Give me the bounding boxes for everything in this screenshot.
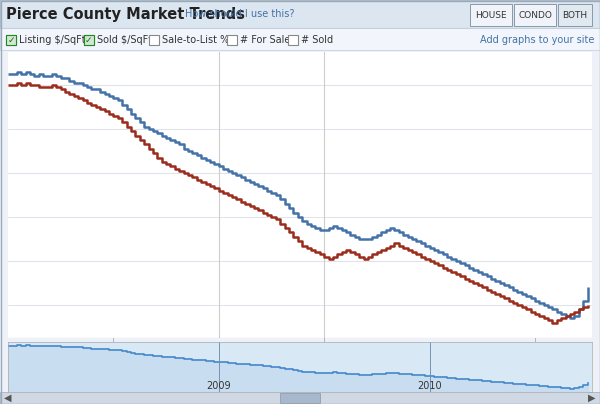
Text: ● Listing $/SqFt 151   ● Sold $/SqFt 126: ● Listing $/SqFt 151 ● Sold $/SqFt 126 — [566, 79, 592, 85]
Bar — [6, 35, 16, 45]
Bar — [0, 0, 600, 28]
Bar — [280, 393, 320, 403]
Text: Pierce County Market Trends: Pierce County Market Trends — [6, 6, 245, 21]
Text: CONDO: CONDO — [518, 11, 552, 19]
Text: 2009: 2009 — [310, 347, 338, 357]
Text: Zoom:: Zoom: — [14, 65, 43, 74]
Bar — [84, 35, 94, 45]
Text: Add graphs to your site: Add graphs to your site — [479, 35, 594, 45]
Text: 2010: 2010 — [417, 381, 442, 391]
Text: Listing $/SqFt: Listing $/SqFt — [19, 35, 86, 45]
Text: 1y: 1y — [102, 65, 113, 74]
Bar — [288, 35, 298, 45]
Text: Sold $/SqFt: Sold $/SqFt — [97, 35, 152, 45]
Text: 6m: 6m — [90, 65, 104, 74]
Text: Sale-to-List %: Sale-to-List % — [162, 35, 229, 45]
Bar — [470, 4, 512, 26]
Text: 2008: 2008 — [99, 347, 128, 357]
Bar — [149, 35, 159, 45]
Text: How should I use this?: How should I use this? — [185, 9, 295, 19]
Text: BOTH: BOTH — [562, 11, 587, 19]
Text: 2009: 2009 — [206, 381, 231, 391]
Text: ▶: ▶ — [588, 393, 596, 403]
Text: # Sold: # Sold — [301, 35, 333, 45]
Text: March 15, 2010: March 15, 2010 — [516, 65, 592, 75]
Text: ✓: ✓ — [85, 36, 92, 44]
Bar — [84, 35, 94, 45]
Text: 3m: 3m — [78, 65, 92, 74]
Bar — [558, 4, 592, 26]
Text: ✓: ✓ — [7, 36, 15, 44]
Text: 1m: 1m — [66, 65, 80, 74]
Bar — [514, 4, 556, 26]
Text: ●  Listing $/SqFt 151: ● Listing $/SqFt 151 — [489, 77, 592, 87]
Text: Max: Max — [114, 65, 133, 74]
Text: ◀: ◀ — [4, 393, 12, 403]
Bar — [227, 35, 237, 45]
Text: ● Sold $/SqFt 126: ● Sold $/SqFt 126 — [503, 77, 592, 87]
Text: 5d: 5d — [54, 65, 65, 74]
Text: ● Listing $/SqFt 151: ● Listing $/SqFt 151 — [410, 77, 511, 87]
Text: 1d: 1d — [42, 65, 53, 74]
Text: HOUSE: HOUSE — [475, 11, 507, 19]
Text: 2010: 2010 — [521, 347, 549, 357]
Text: Listing $/SqFt 151   ●  Sold $/SqFt 126: Listing $/SqFt 151 ● Sold $/SqFt 126 — [429, 75, 592, 89]
Text: # For Sale: # For Sale — [240, 35, 290, 45]
Bar — [0, 392, 600, 404]
Bar — [0, 28, 600, 50]
Bar — [6, 35, 16, 45]
